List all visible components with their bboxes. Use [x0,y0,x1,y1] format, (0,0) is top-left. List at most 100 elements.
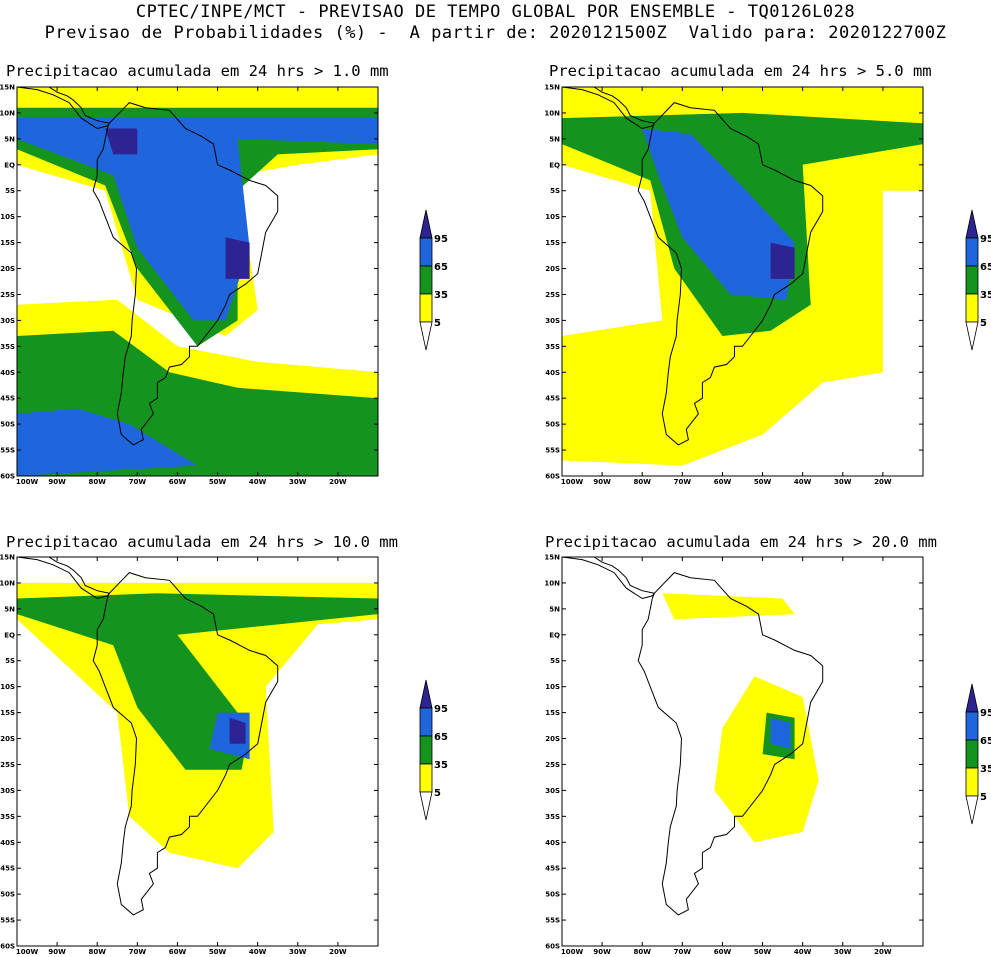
lat-tick-label: 15S [0,709,15,717]
lat-tick-label: 30S [545,317,560,325]
lat-tick-label: EQ [4,161,15,169]
colorbar-35 [965,739,979,769]
lon-tick-label: 90W [593,478,611,486]
lat-tick-label: 50S [545,891,560,899]
lon-tick-label: 30W [834,478,852,486]
lat-tick-label: 25S [0,291,15,299]
colorbar-5 [419,763,433,793]
colorbar-label: 95 [434,704,448,715]
lat-tick-label: 25S [545,291,560,299]
lon-tick-label: 70W [674,478,692,486]
lon-tick-label: 70W [129,478,147,486]
map-frame [561,86,924,477]
lat-tick-label: 25S [545,761,560,769]
colorbar-95 [965,209,979,239]
lon-tick-label: 100W [561,948,584,956]
lon-tick-label: 40W [794,948,812,956]
lon-tick-label: 100W [16,948,39,956]
map-0: 15N 10N 5N EQ 5S 10S 15S 20S 25S 30S 35S 40S 45S 50S 5… [0,84,379,486]
coastline-central-america [562,557,656,600]
probability-area-c65 [17,118,378,321]
lat-tick-label: 45S [545,395,560,403]
lon-tick-label: 80W [88,948,106,956]
lat-tick-label: 55S [0,917,15,925]
lat-tick-label: EQ [4,631,15,639]
lat-tick-label: 10N [0,579,15,587]
lat-tick-label: 15S [545,709,560,717]
lat-tick-label: EQ [549,161,560,169]
lat-tick-label: 50S [545,421,560,429]
colorbar: 95 65 35 5 [419,209,448,351]
lat-tick-label: 5S [550,187,560,195]
colorbar-35 [419,265,433,295]
lon-tick-label: 20W [874,478,892,486]
coastline-central-america [17,557,111,600]
colorbar-35 [419,735,433,765]
colorbar-label: 65 [434,262,448,273]
probability-area-c95 [229,717,246,744]
colorbar-below-5 [419,791,433,821]
lat-tick-label: 30S [0,317,15,325]
lon-tick-label: 80W [88,478,106,486]
map-frame [16,556,379,947]
lon-tick-label: 50W [754,478,772,486]
map-3: 15N 10N 5N EQ 5S 10S 15S 20S 25S 30S 35S 40S 45S 50S 5… [544,554,924,956]
colorbar-label: 65 [980,736,991,747]
lon-tick-label: 70W [674,948,692,956]
lat-tick-label: 30S [0,787,15,795]
lon-tick-label: 40W [249,478,267,486]
lon-tick-label: 100W [561,478,584,486]
lat-tick-label: 35S [545,813,560,821]
lat-tick-label: 55S [0,447,15,455]
colorbar-label: 35 [980,290,991,301]
probability-area-c35 [17,593,378,770]
lon-tick-label: 60W [714,478,732,486]
lat-tick-label: 40S [545,369,560,377]
colorbar-label: 95 [980,234,991,245]
panel-title: Precipitacao acumulada em 24 hrs > 1.0 m… [6,62,389,80]
lon-tick-label: 90W [593,948,611,956]
lat-tick-label: 55S [545,447,560,455]
colorbar-5 [965,767,979,797]
lat-tick-label: 50S [0,891,15,899]
lat-tick-label: 35S [545,343,560,351]
probability-area-c95 [770,242,795,279]
lat-tick-label: 10S [545,683,560,691]
lon-tick-label: 90W [48,478,66,486]
lon-tick-label: 50W [209,478,227,486]
lon-tick-label: 100W [16,478,39,486]
map-2: 15N 10N 5N EQ 5S 10S 15S 20S 25S 30S 35S 40S 45S 50S 5… [0,554,379,956]
colorbar-35 [965,265,979,295]
coastline-south-america [92,572,279,916]
coastline-south-america [637,572,824,916]
header-subtitle: Previsao de Probabilidades (%) - A parti… [44,23,947,43]
lat-tick-label: 5N [549,135,560,143]
map-1: 15N 10N 5N EQ 5S 10S 15S 20S 25S 30S 35S 40S 45S 50S 5… [544,84,924,486]
map-frame [561,556,924,947]
lat-tick-label: 40S [0,839,15,847]
lat-tick-label: 30S [545,787,560,795]
colorbar-label: 35 [980,764,991,775]
colorbar-65 [419,707,433,737]
lon-tick-label: 80W [633,478,651,486]
coastline-central-america [17,87,111,130]
colorbar-label: 95 [434,234,448,245]
lat-tick-label: 5N [4,605,15,613]
colorbar-95 [419,679,433,709]
lon-tick-label: 30W [834,948,852,956]
lat-tick-label: 25S [0,761,15,769]
lat-tick-label: 10S [0,213,15,221]
lon-tick-label: 50W [209,948,227,956]
lon-tick-label: 90W [48,948,66,956]
colorbar-label: 95 [980,708,991,719]
lon-tick-label: 30W [289,948,307,956]
lat-tick-label: 15N [0,84,15,92]
lat-tick-label: 5S [5,657,15,665]
lat-tick-label: 20S [0,265,15,273]
lat-tick-label: 10S [0,683,15,691]
lat-tick-label: 20S [0,735,15,743]
lon-tick-label: 70W [129,948,147,956]
colorbar: 95 65 35 5 [965,683,991,825]
lat-tick-label: 45S [0,395,15,403]
